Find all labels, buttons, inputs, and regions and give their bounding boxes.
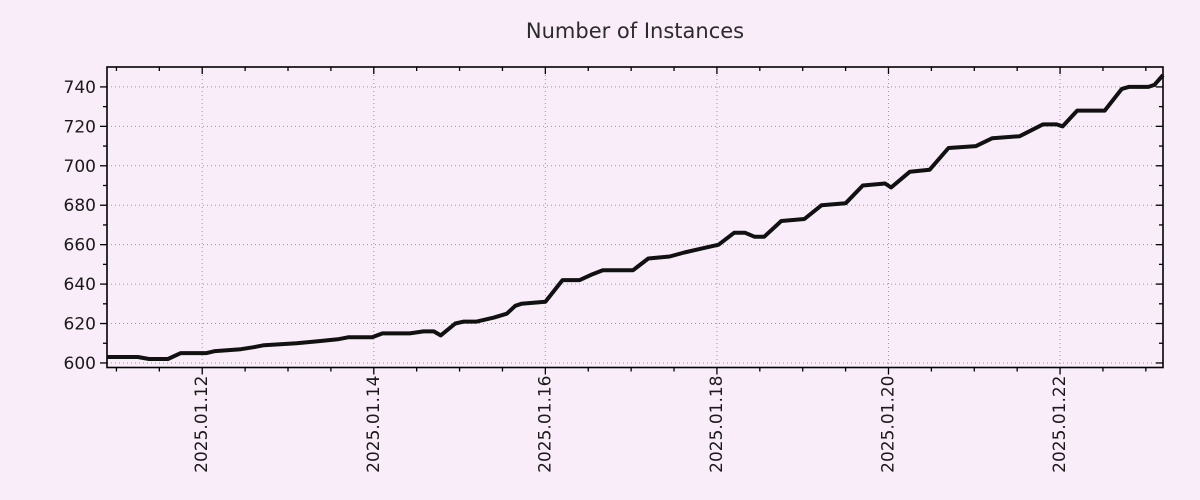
- y-tick-label: 620: [64, 315, 96, 335]
- x-tick-label: 2025.01.14: [364, 376, 384, 473]
- x-tick-label: 2025.01.22: [1050, 376, 1070, 473]
- y-tick-label: 720: [64, 117, 96, 137]
- x-tick-label: 2025.01.18: [707, 376, 727, 473]
- series-layer: [107, 73, 1165, 361]
- y-tick-label: 600: [64, 354, 96, 374]
- chart-title: Number of Instances: [526, 19, 744, 43]
- axis-layer: [100, 66, 1164, 375]
- y-tick-label: 700: [64, 157, 96, 177]
- series-line-instances: [107, 73, 1165, 361]
- y-tick-label: 660: [64, 236, 96, 256]
- x-tick-label: 2025.01.20: [878, 376, 898, 473]
- x-tick-label: 2025.01.16: [535, 376, 555, 473]
- y-tick-label: 640: [64, 275, 96, 295]
- label-layer: 600 620 640 660 680 700 720 740 2025.01.12 2025.0…: [64, 78, 1071, 473]
- plot-border: [106, 66, 1164, 369]
- grid-layer: [107, 67, 1163, 368]
- x-tick-label: 2025.01.12: [192, 376, 212, 473]
- y-tick-label: 740: [64, 78, 96, 98]
- y-tick-label: 680: [64, 196, 96, 216]
